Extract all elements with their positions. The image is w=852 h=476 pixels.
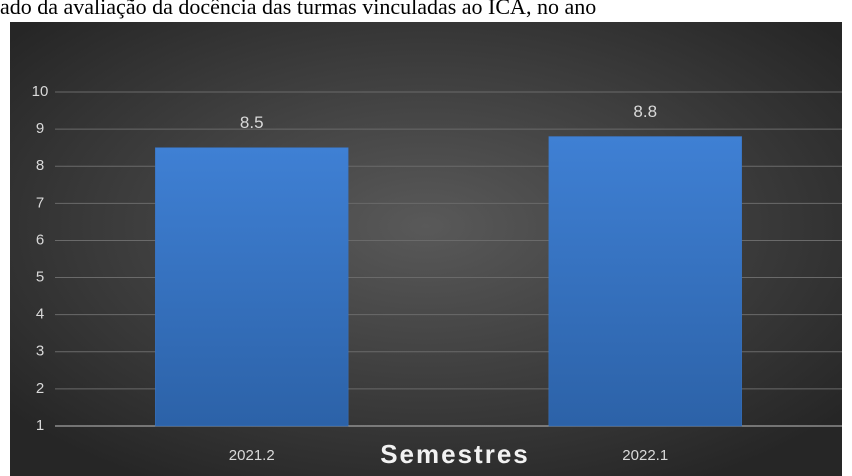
data-label: 8.8 [633, 102, 657, 121]
y-tick-label: 3 [36, 343, 44, 360]
y-tick-label: 5 [36, 269, 44, 286]
y-tick-label: 9 [36, 120, 44, 137]
bar [155, 147, 349, 427]
y-tick-label: 2 [36, 380, 44, 397]
x-tick-label: 2022.1 [622, 447, 668, 464]
x-tick-label: 2021.2 [229, 447, 275, 464]
y-tick-label: 1 [36, 417, 44, 434]
y-tick-label: 7 [36, 194, 44, 211]
bar [548, 136, 742, 427]
y-tick-label: 6 [36, 231, 44, 248]
y-tick-label: 8 [36, 157, 44, 174]
document-heading: ado da avaliação da docência das turmas … [0, 0, 597, 19]
y-tick-label: 4 [36, 306, 44, 323]
x-axis-title: Semestres [380, 439, 530, 469]
y-tick-label: 10 [32, 83, 49, 100]
data-label: 8.5 [240, 113, 264, 132]
